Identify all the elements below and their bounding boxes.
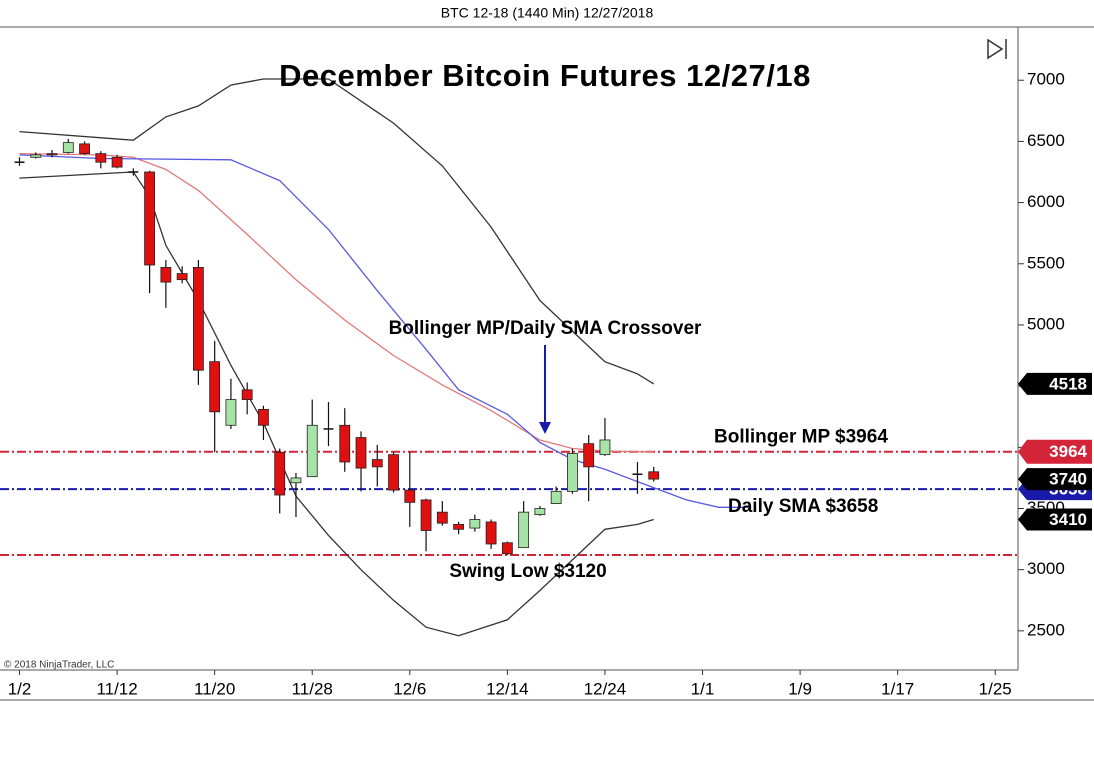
candle-body xyxy=(388,454,399,491)
candle-body xyxy=(79,143,90,155)
level-label: Bollinger MP $3964 xyxy=(714,427,888,448)
price-badge xyxy=(1018,508,1092,531)
annotation-arrowhead xyxy=(539,422,551,434)
chart-title: December Bitcoin Futures 12/27/18 xyxy=(279,58,811,93)
x-tick-label: 1/17 xyxy=(881,679,914,698)
overlay-line xyxy=(19,171,654,637)
x-tick-label: 12/24 xyxy=(584,679,627,698)
candle-body xyxy=(404,489,416,503)
level-label: Daily SMA $3658 xyxy=(728,496,878,517)
candle-body xyxy=(355,437,367,469)
y-tick-label: 3000 xyxy=(1027,559,1065,578)
price-badge-label: 4518 xyxy=(1049,374,1087,393)
candle-body xyxy=(485,521,497,545)
candle-body xyxy=(583,443,595,468)
price-badge xyxy=(1018,468,1092,491)
x-tick-label: 11/12 xyxy=(96,679,137,698)
candle-body xyxy=(241,389,253,400)
candle-body xyxy=(371,459,383,468)
x-tick-label: 1/2 xyxy=(8,679,32,698)
plot-area xyxy=(0,78,1018,637)
y-tick-label: 5500 xyxy=(1027,253,1065,272)
y-tick-label: 6500 xyxy=(1027,131,1065,150)
price-badge-label: 3740 xyxy=(1049,470,1087,489)
price-badge xyxy=(1018,372,1092,395)
overlay-line xyxy=(19,78,655,385)
x-tick-label: 11/28 xyxy=(292,679,333,698)
candle-body xyxy=(599,439,611,456)
x-tick-label: 12/6 xyxy=(393,679,426,698)
candle-body xyxy=(534,508,546,516)
candle-body xyxy=(518,511,530,549)
candle-body xyxy=(550,490,562,504)
candle-body xyxy=(30,154,42,158)
candle-body xyxy=(648,471,660,480)
annotation: Bollinger MP/Daily SMA Crossover xyxy=(389,318,702,339)
level-label: Swing Low $3120 xyxy=(449,561,606,582)
candle-body xyxy=(274,451,286,496)
candle-body xyxy=(306,424,318,478)
candle-body xyxy=(62,142,74,153)
x-tick-label: 1/1 xyxy=(691,679,715,698)
chart-header: BTC 12-18 (1440 Min) 12/27/2018 xyxy=(441,5,654,21)
candle-body xyxy=(144,171,156,266)
candle-body xyxy=(258,408,269,426)
candle-body xyxy=(192,267,204,371)
scroll-icon[interactable] xyxy=(987,38,1007,60)
candle-body xyxy=(111,156,123,168)
y-tick-label: 6000 xyxy=(1027,192,1065,211)
candle-body xyxy=(290,477,302,484)
candle-body xyxy=(339,424,351,463)
copyright: © 2018 NinjaTrader, LLC xyxy=(4,660,114,671)
candle-body xyxy=(46,153,58,156)
price-badge-label: 3964 xyxy=(1049,442,1087,461)
candle-body xyxy=(160,267,172,283)
candle-body xyxy=(225,399,237,426)
y-tick-label: 2500 xyxy=(1027,620,1065,639)
candle-body xyxy=(176,273,188,281)
x-tick-label: 1/25 xyxy=(979,679,1012,698)
x-tick-label: 1/9 xyxy=(788,679,812,698)
candle-body xyxy=(436,511,448,524)
candle-body xyxy=(501,542,513,555)
x-tick-label: 11/20 xyxy=(194,679,235,698)
x-tick-label: 12/14 xyxy=(486,679,529,698)
candle-body xyxy=(567,453,578,492)
candle-body xyxy=(209,361,221,413)
candle-body xyxy=(469,519,481,529)
price-badge-label: 3410 xyxy=(1049,510,1087,529)
y-tick-label: 7000 xyxy=(1027,70,1065,89)
y-tick-label: 5000 xyxy=(1027,314,1065,333)
icon-triangle xyxy=(987,38,1004,60)
candle-body xyxy=(95,153,107,163)
overlay-line xyxy=(19,154,752,508)
price-badge xyxy=(1018,439,1092,464)
candle-body xyxy=(453,523,464,530)
candle-body xyxy=(420,499,432,531)
